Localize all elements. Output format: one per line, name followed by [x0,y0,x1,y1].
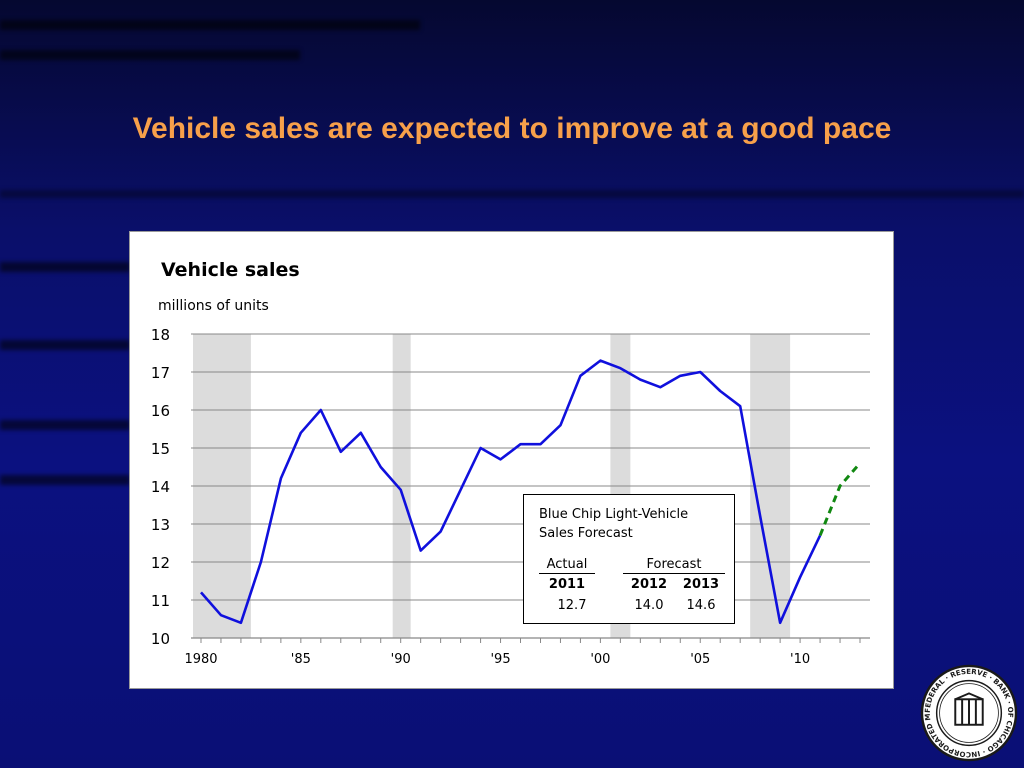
x-tick-label: '05 [690,652,710,667]
y-tick-label: 18 [151,326,170,344]
y-tick-label: 15 [151,440,170,458]
bg-streak [0,420,130,430]
annotation-forecast-label: Forecast [623,557,725,574]
bg-streak [0,50,300,60]
bg-streak [0,190,1024,198]
chart-panel: 10 11 12 13 14 15 16 17 18 1980 '85 '90 '95 '00 '05 '10… [129,231,894,689]
annotation-value-2011: 12.7 [557,598,587,613]
chart-title: Vehicle sales [161,259,300,281]
federal-reserve-seal-icon: FEDERAL · RESERVE · BANK · OF CHICAGO · … [920,664,1018,762]
x-tick-label: '85 [291,652,311,667]
axes: 10 11 12 13 14 15 16 17 18 1980 '85 '90 '95 '00 '05 '10 [151,326,870,667]
x-tick-label: '90 [391,652,411,667]
x-tick-label: '10 [790,652,810,667]
annotation-year-2012: 2012 [630,577,668,592]
slide-title: Vehicle sales are expected to improve at… [132,112,892,145]
y-tick-label: 12 [151,554,170,572]
bg-streak [0,20,420,30]
forecast-annotation-box: Blue Chip Light-Vehicle Sales Forecast A… [523,494,735,624]
vehicle-sales-chart: 10 11 12 13 14 15 16 17 18 1980 '85 '90 '95 '00 '05 '10… [151,259,870,667]
actual-series-line [200,359,822,625]
bg-streak [0,340,130,350]
annotation-title-line2: Sales Forecast [539,526,633,541]
x-tick-label: '95 [490,652,510,667]
y-tick-label: 14 [151,478,170,496]
annotation-actual-label: Actual [539,557,595,574]
x-tick-label: '00 [590,652,610,667]
x-tick-label: 1980 [184,652,217,667]
annotation-year-2013: 2013 [682,577,720,592]
y-tick-label: 17 [151,364,170,382]
annotation-title-line1: Blue Chip Light-Vehicle [539,507,689,522]
annotation-value-2013: 14.6 [686,598,716,613]
annotation-year-2011: 2011 [548,577,586,592]
annotation-title: Blue Chip Light-Vehicle Sales Forecast [539,505,688,543]
forecast-series-line [818,462,862,536]
y-axis-label: millions of units [158,298,269,314]
y-tick-label: 13 [151,516,170,534]
bg-streak [0,262,130,272]
bg-streak [0,475,130,485]
series-lines [200,359,862,625]
y-tick-label: 11 [151,592,170,610]
y-tick-label: 10 [151,630,170,648]
y-tick-label: 16 [151,402,170,420]
annotation-value-2012: 14.0 [634,598,664,613]
